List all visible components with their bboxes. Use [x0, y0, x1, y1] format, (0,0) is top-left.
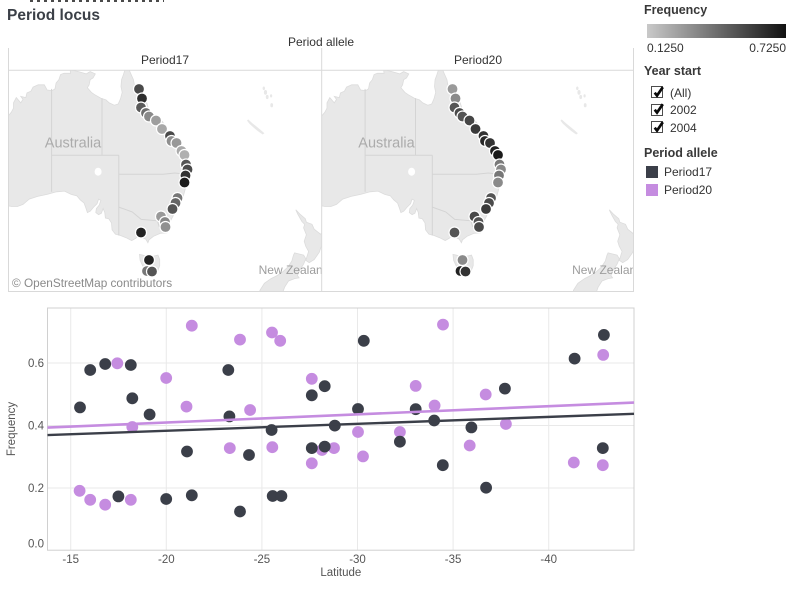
svg-text:0.2: 0.2 — [28, 483, 44, 495]
svg-text:Period17: Period17 — [141, 53, 189, 67]
svg-text:0.4: 0.4 — [28, 421, 45, 433]
svg-text:Latitude: Latitude — [320, 567, 361, 579]
svg-text:-40: -40 — [540, 554, 557, 566]
svg-text:Frequency: Frequency — [6, 402, 18, 457]
svg-text:© OpenStreetMap contributors: © OpenStreetMap contributors — [12, 276, 172, 290]
svg-text:New Zealand: New Zealand — [259, 263, 330, 277]
svg-text:Australia: Australia — [45, 136, 102, 152]
svg-text:-15: -15 — [62, 554, 79, 566]
svg-text:0.0: 0.0 — [28, 539, 44, 551]
svg-text:Australia: Australia — [358, 136, 415, 152]
svg-text:-25: -25 — [254, 554, 271, 566]
svg-text:0.6: 0.6 — [28, 358, 44, 370]
svg-text:-35: -35 — [445, 554, 462, 566]
svg-text:New Zealand: New Zealand — [572, 263, 634, 277]
svg-text:-20: -20 — [158, 554, 175, 566]
svg-text:-30: -30 — [349, 554, 366, 566]
svg-text:Period20: Period20 — [454, 53, 502, 67]
